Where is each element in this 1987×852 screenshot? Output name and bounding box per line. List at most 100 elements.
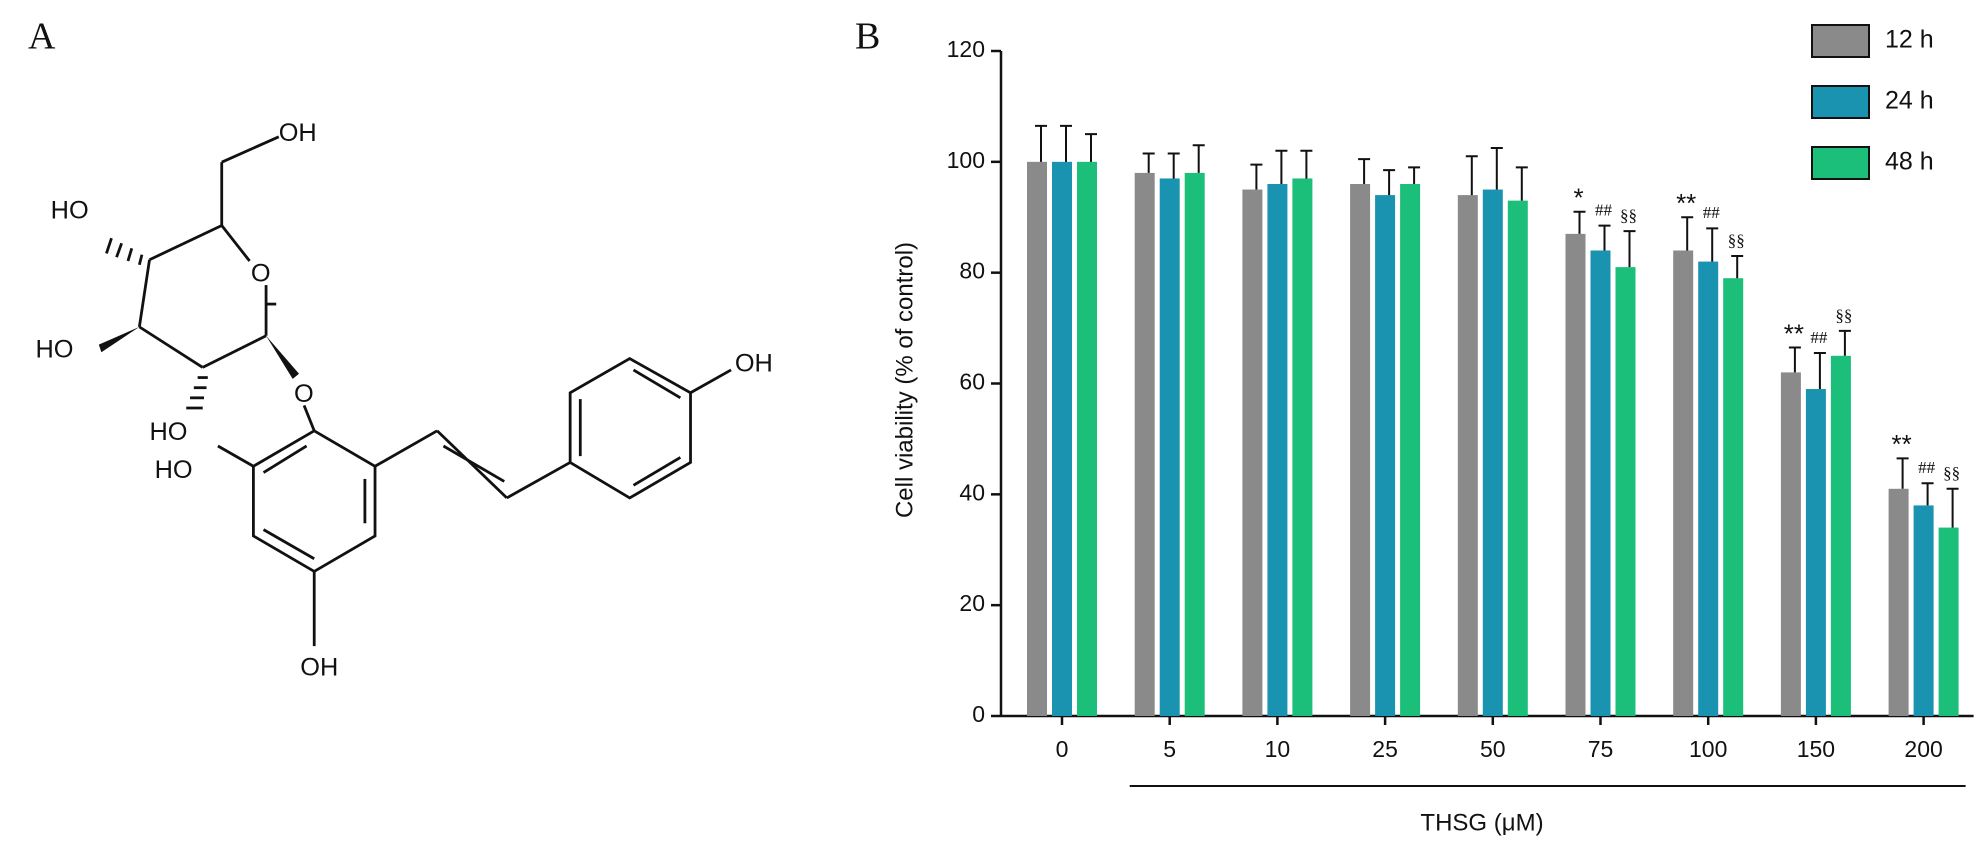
significance-mark: §§ [1728,231,1745,250]
legend-label: 24 h [1885,87,1934,115]
x-tick-label: 150 [1797,736,1835,762]
legend-swatch [1811,146,1870,180]
atom-label: HO [155,456,193,484]
legend-swatch [1811,85,1870,119]
atom-label: O [294,380,314,408]
bar [1350,184,1371,716]
atom-label: OH [735,350,773,378]
bar [1077,161,1097,717]
structure: OH HO O HO O HO HO OH OH [35,119,772,682]
error-bar [1838,329,1851,356]
y-tick-label: 80 [959,258,985,284]
significance-mark: ## [1918,458,1936,477]
panel-label: B [855,16,880,58]
error-bar [1060,124,1072,162]
x-tick-label: 25 [1372,736,1398,762]
x-tick-label: 200 [1904,736,1942,762]
atom-label: OH [300,654,338,682]
error-bar [1408,166,1421,184]
bar [1938,527,1959,716]
significance-mark: ** [1891,429,1911,459]
panel-label: A [28,16,56,58]
bar [1888,488,1909,716]
bar [1507,200,1528,716]
bar [1590,250,1611,716]
error-bar [1946,487,1959,528]
error-bar [1250,163,1263,190]
error-bar [1573,210,1586,234]
atom-label: HO [35,336,73,364]
error-bar [1896,457,1909,489]
bar [1052,161,1072,717]
error-bar [1142,152,1155,173]
significance-mark: §§ [1943,464,1960,483]
x-axis-label: THSG (μM) [1420,809,1543,836]
y-axis-label: Cell viability (% of control) [891,242,918,518]
bar [1267,184,1288,716]
bar [1805,389,1826,716]
error-bar [1788,346,1801,373]
atom-label: O [251,260,271,288]
atom-label: HO [150,418,188,446]
error-bar [1490,146,1503,190]
y-tick-label: 60 [959,369,985,395]
bar [1565,233,1586,716]
significance-mark: ## [1703,203,1721,222]
x-tick-label: 0 [1056,736,1069,762]
error-bar [1192,144,1205,173]
bar [1400,184,1421,716]
bar [1292,178,1313,717]
significance-mark: * [1573,183,1583,213]
error-bar [1275,149,1288,184]
atom-label: HO [51,196,89,224]
error-bar [1681,216,1694,251]
error-bar [1300,149,1313,179]
bar [1027,161,1047,717]
error-bar [1358,158,1371,184]
bar [1457,195,1478,717]
error-bar [1085,133,1097,162]
legend-label: 12 h [1885,26,1934,54]
error-bar [1706,227,1719,262]
y-tick-label: 40 [959,479,985,505]
bar [1242,189,1263,716]
x-tick-label: 50 [1480,736,1506,762]
significance-mark: ## [1810,328,1828,347]
bar [1913,505,1934,716]
error-bar [1465,155,1478,196]
x-tick-label: 75 [1588,736,1614,762]
x-tick-label: 5 [1163,736,1176,762]
error-bar [1731,255,1744,279]
error-bar [1921,482,1934,506]
bar [1134,172,1155,716]
bar [1482,189,1503,716]
bar [1375,195,1396,717]
bar [1723,278,1744,716]
bar [1673,250,1694,716]
error-bar [1167,152,1180,179]
bar [1830,355,1851,716]
x-tick-label: 100 [1689,736,1727,762]
error-bar [1035,124,1047,162]
legend-label: 48 h [1885,148,1934,176]
y-tick-label: 120 [947,36,985,62]
x-tick-label: 10 [1265,736,1291,762]
atom-label: OH [279,119,317,147]
significance-mark: §§ [1835,306,1852,325]
significance-mark: §§ [1620,206,1637,225]
bar [1780,372,1801,716]
bar [1159,178,1180,717]
bar [1184,172,1205,716]
significance-mark: ## [1595,200,1613,219]
error-bar [1383,169,1396,196]
y-tick-label: 20 [959,590,985,616]
significance-mark: ** [1676,188,1696,218]
legend-swatch [1811,24,1870,58]
y-tick-label: 0 [972,701,985,727]
error-bar [1623,230,1636,268]
significance-mark: ** [1784,318,1804,348]
error-bar [1813,352,1826,390]
error-bar [1598,224,1611,251]
bar [1615,267,1636,716]
